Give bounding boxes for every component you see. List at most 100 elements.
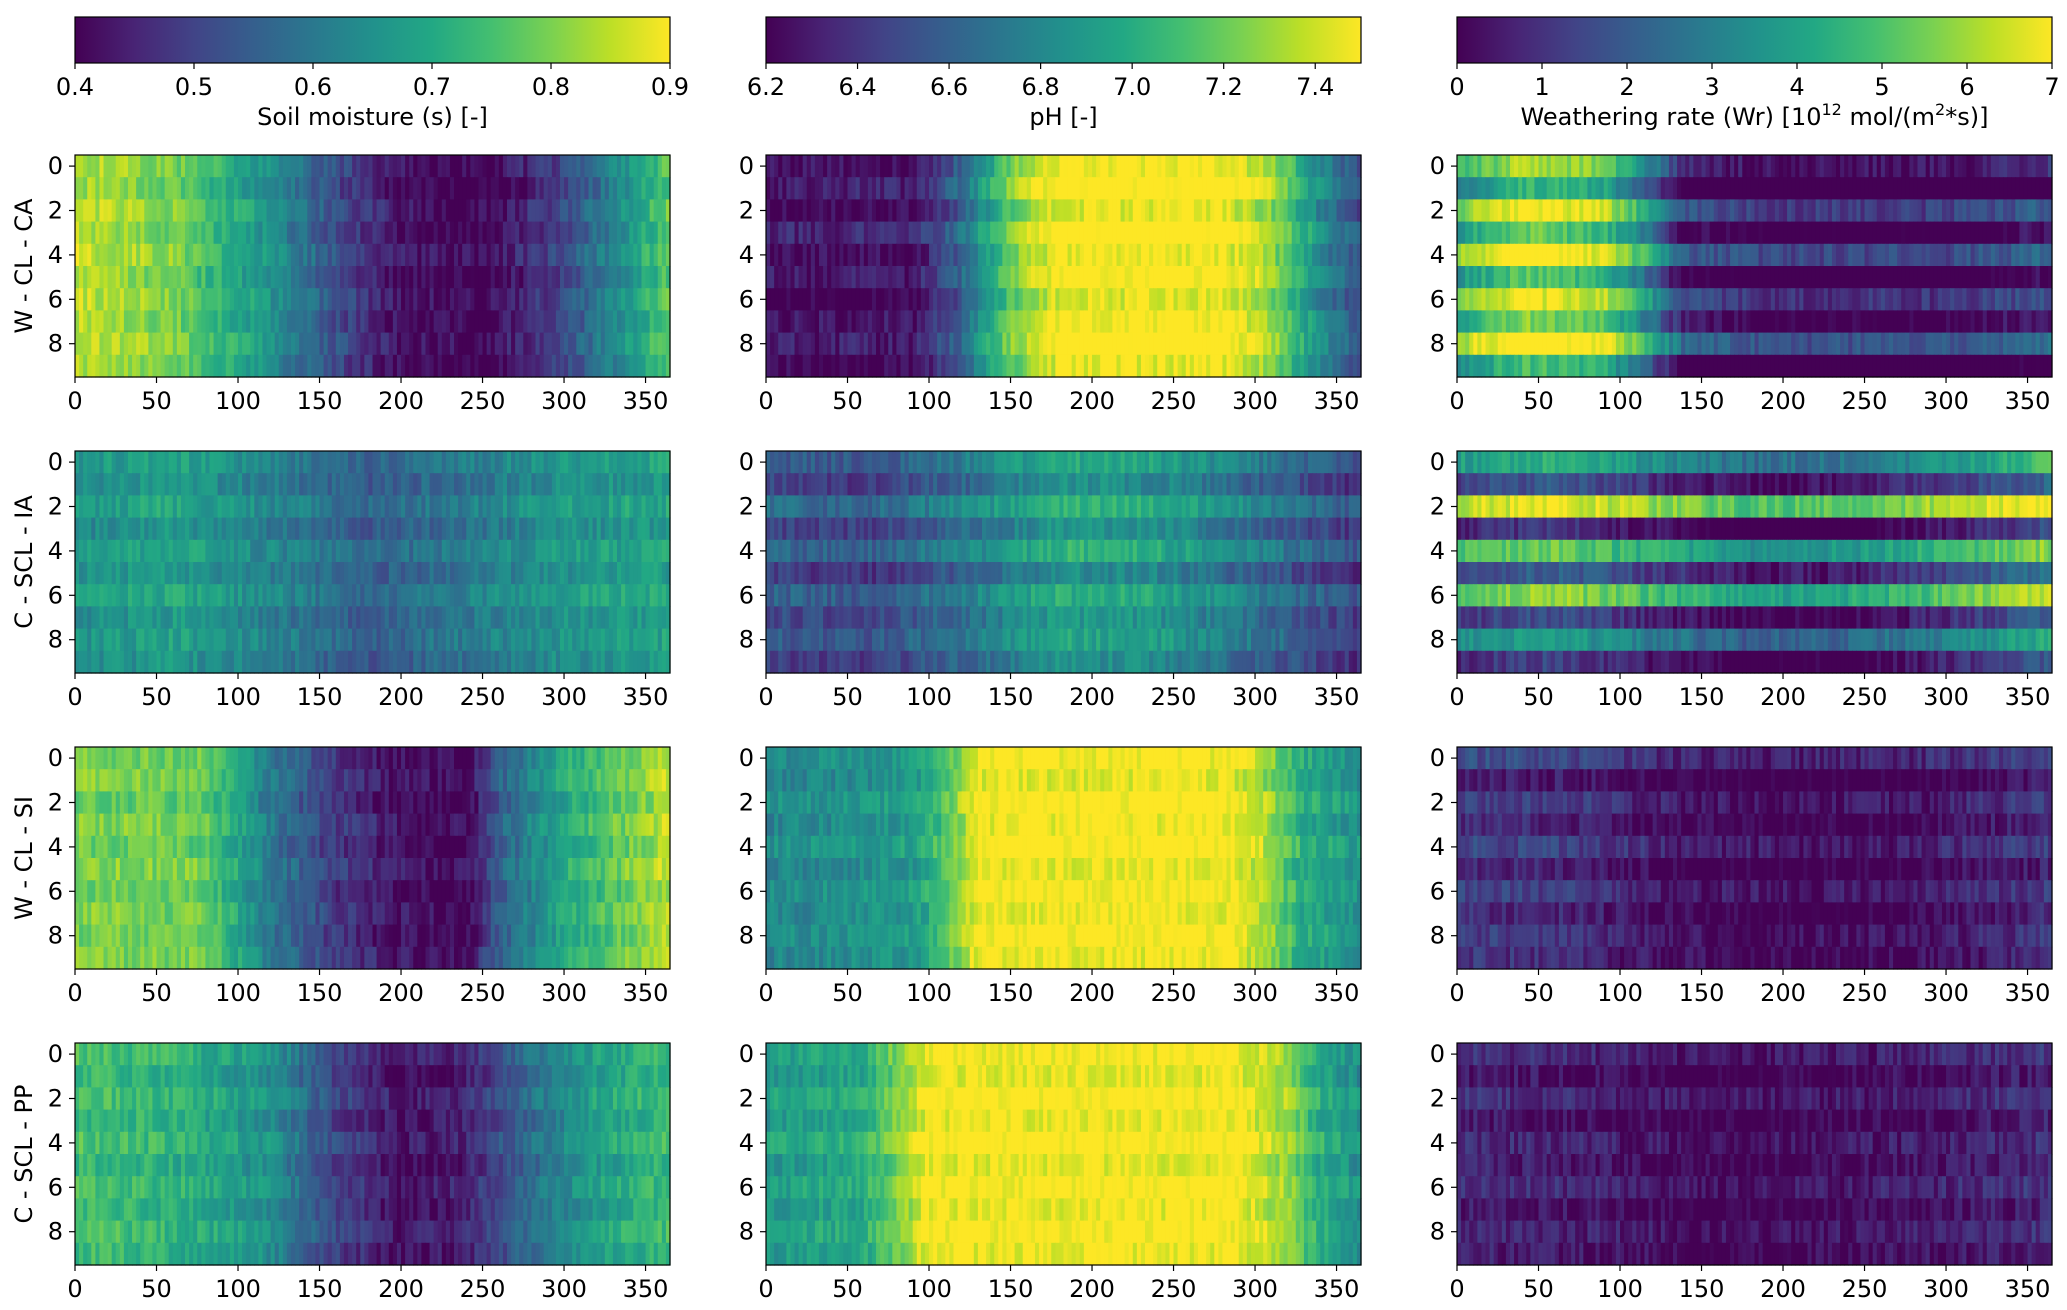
heatmap-cell [1876,199,1882,223]
heatmap-cell [1550,199,1556,223]
heatmap-cell [1477,332,1483,356]
heatmap-cell [168,517,174,541]
heatmap-cell [506,288,512,311]
heatmap-cell [303,266,308,289]
heatmap-cell [572,495,577,519]
heatmap-cell [1803,310,1809,334]
heatmap-cell [1461,354,1466,378]
heatmap-cell [1746,243,1752,267]
heatmap-cell [1717,266,1723,289]
heatmap-cell [665,221,671,245]
heatmap-cell [559,288,565,311]
heatmap-cell [1026,288,1032,311]
heatmap-cell [1010,177,1016,200]
heatmap-cell [396,310,402,334]
heatmap-cell [912,266,918,289]
heatmap-cell [2047,310,2053,334]
heatmap-cell [1750,199,1756,223]
heatmap-cell [957,155,963,178]
heatmap-cell [1316,354,1321,378]
heatmap-cell [592,221,598,245]
heatmap-cell [1681,310,1686,334]
heatmap-cell [596,199,602,223]
heatmap-cell [1628,199,1633,223]
heatmap-cell [1518,354,1523,378]
heatmap-cell [348,177,353,200]
heatmap-cell [839,243,845,267]
heatmap-cell [502,155,508,178]
heatmap-cell [290,221,296,245]
heatmap-cell [1677,155,1682,178]
heatmap-cell [1856,177,1862,200]
heatmap-cell [242,451,247,474]
heatmap-cell [425,310,431,334]
heatmap-cell [315,199,321,223]
heatmap-cell [172,495,178,519]
heatmap-cell [119,266,125,289]
heatmap-cell [884,199,889,223]
heatmap-cell [2027,288,2033,311]
heatmap-cell [515,332,520,356]
heatmap-cell [2007,243,2012,267]
heatmap-cell [1030,354,1036,378]
heatmap-cell [1136,243,1142,267]
heatmap-cell [401,354,406,378]
heatmap-cell [1352,354,1358,378]
heatmap-cell [103,266,109,289]
heatmap-cell [315,221,321,245]
heatmap-cell [945,199,950,223]
heatmap-cell [140,517,145,541]
heatmap-cell [633,354,638,378]
heatmap-cell [641,332,647,356]
heatmap-cell [372,473,378,496]
heatmap-cell [1489,288,1495,311]
heatmap-cell [278,451,284,474]
heatmap-cell [774,221,779,245]
heatmap-cell [1140,221,1146,245]
x-tick-label: 350 [1314,387,1360,415]
heatmap-cell [315,155,321,178]
heatmap-cell [1583,354,1589,378]
heatmap-cell [156,288,162,311]
heatmap-cell [356,199,361,223]
heatmap-cell [123,495,129,519]
heatmap-cell [1218,199,1224,223]
heatmap-cell [1320,221,1325,245]
heatmap-cell [425,473,431,496]
heatmap-cell [1303,199,1309,223]
heatmap-cell [229,332,235,356]
heatmap-cell [1864,288,1870,311]
heatmap-cell [458,155,463,178]
heatmap-cell [1197,266,1203,289]
heatmap-cell [160,451,166,474]
heatmap-cell [1844,288,1849,311]
heatmap-cell [1799,243,1805,267]
heatmap-cell [119,473,125,496]
heatmap-cell [949,310,955,334]
heatmap-cell [1872,177,1878,200]
heatmap-cell [2043,266,2049,289]
heatmap-cell [766,221,771,245]
heatmap-cell [1836,332,1841,356]
heatmap-cell [859,155,865,178]
heatmap-cell [396,266,402,289]
heatmap-cell [392,495,398,519]
heatmap-cell [1222,266,1228,289]
heatmap-cell [766,266,771,289]
heatmap-cell [1083,288,1089,311]
heatmap-cell [798,288,804,311]
heatmap-cell [168,354,174,378]
heatmap-cell [661,473,667,496]
heatmap-cell [929,266,934,289]
heatmap-cell [998,310,1003,334]
heatmap-cell [1575,177,1580,200]
heatmap-cell [123,155,129,178]
heatmap-cell [782,221,787,245]
heatmap-cell [1312,332,1317,356]
heatmap-cell [896,221,902,245]
heatmap-cell [103,495,109,519]
heatmap-cell [1324,354,1329,378]
heatmap-cell [1766,243,1772,267]
heatmap-cell [1493,177,1499,200]
heatmap-cell [1823,243,1829,267]
